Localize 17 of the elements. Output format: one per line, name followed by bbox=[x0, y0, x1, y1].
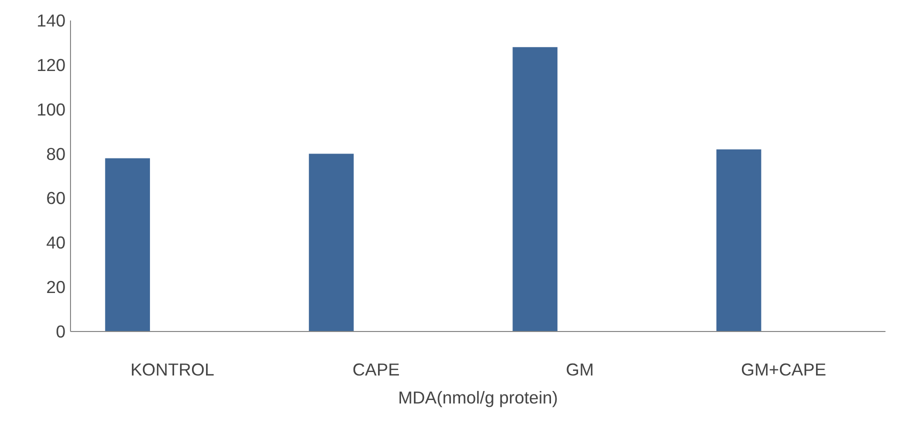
x-tick-label: KONTROL bbox=[130, 360, 215, 380]
y-tick-label: 20 bbox=[46, 277, 66, 298]
x-tick-label: GM bbox=[566, 360, 594, 380]
bar bbox=[308, 154, 354, 332]
y-tick-label: 60 bbox=[46, 188, 66, 208]
y-tick-label: 140 bbox=[36, 10, 66, 30]
bar bbox=[105, 158, 150, 332]
x-axis-title: MDA(nmol/g protein) bbox=[398, 388, 558, 408]
x-tick-label: GM+CAPE bbox=[741, 360, 826, 380]
bar bbox=[716, 149, 762, 332]
y-tick-label: 80 bbox=[46, 144, 66, 164]
y-tick-label: 120 bbox=[36, 54, 66, 75]
bar bbox=[512, 47, 558, 332]
y-tick-label: 40 bbox=[46, 232, 66, 253]
y-tick-label: 100 bbox=[36, 99, 66, 120]
x-tick-label: CAPE bbox=[352, 360, 400, 380]
y-tick-label: 0 bbox=[56, 322, 66, 342]
